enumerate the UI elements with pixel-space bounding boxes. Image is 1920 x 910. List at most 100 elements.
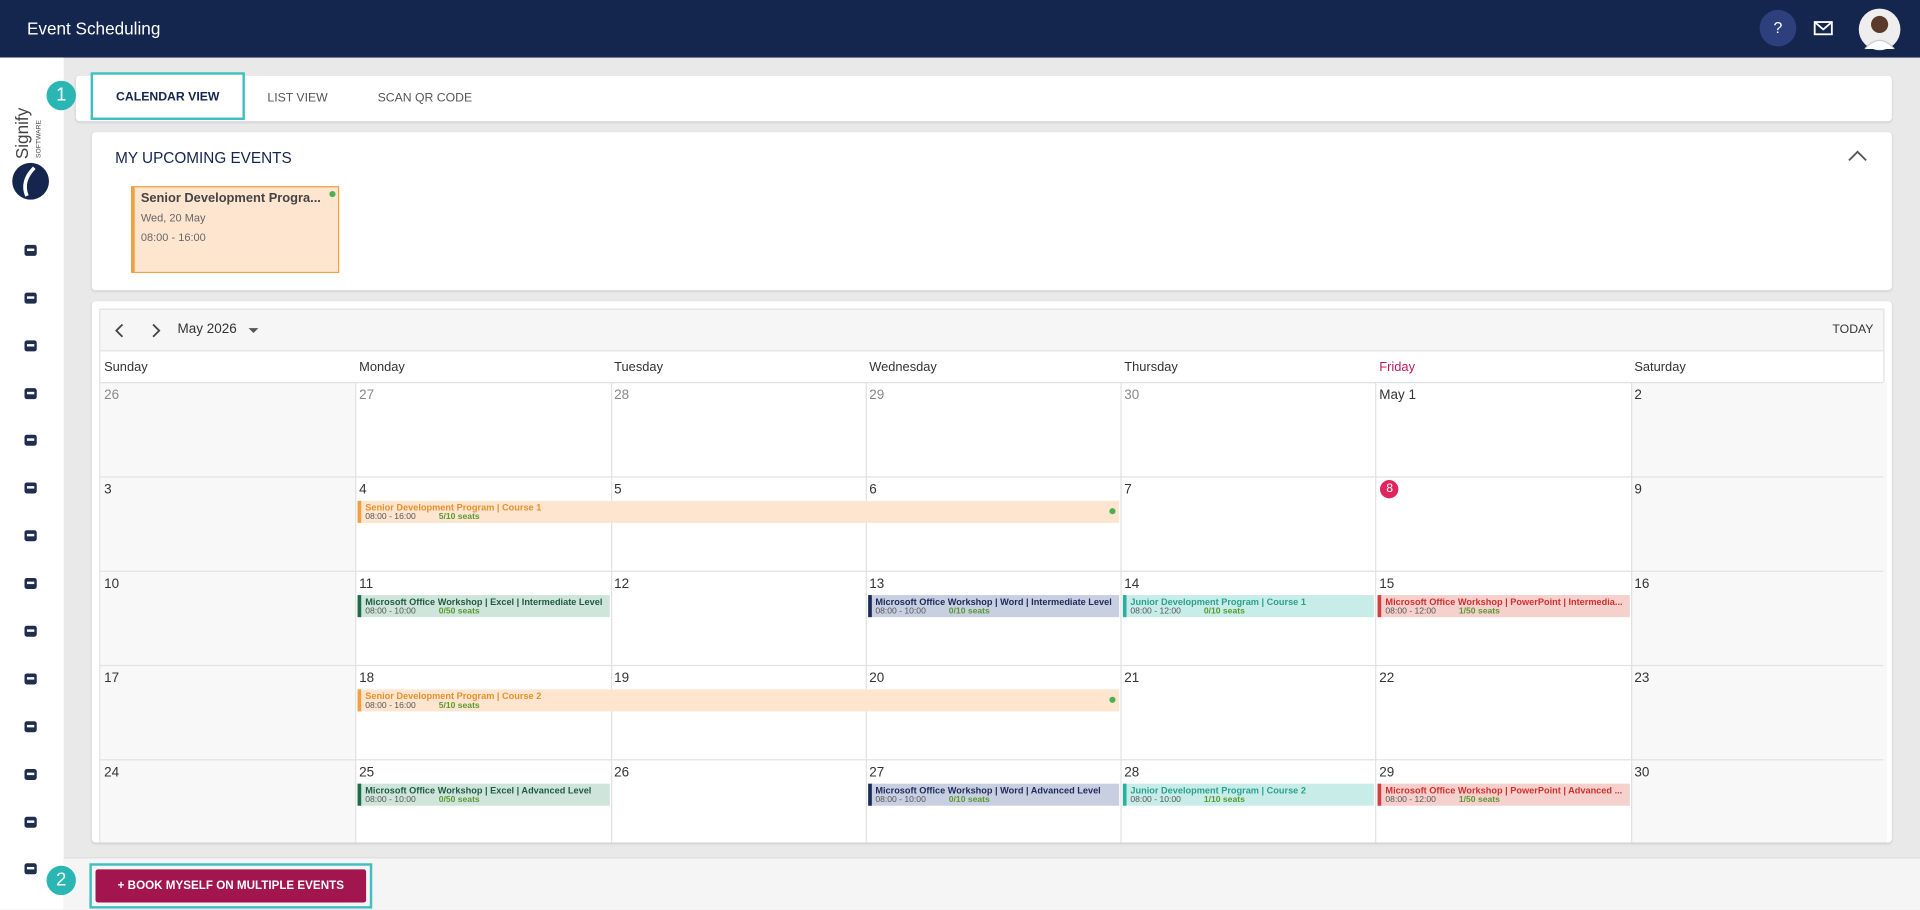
nav-icon[interactable] xyxy=(24,625,37,637)
day-number: 9 xyxy=(1634,482,1642,498)
day-number: 30 xyxy=(1124,388,1140,403)
calendar-toolbar: May 2026 TODAY xyxy=(99,308,1885,352)
nav-icon[interactable] xyxy=(24,340,37,352)
day-number: 29 xyxy=(869,388,885,403)
nav-icon[interactable] xyxy=(24,530,37,542)
event-title: Junior Development Program | Course 1 xyxy=(1130,596,1306,608)
status-dot xyxy=(1109,508,1116,515)
event-card[interactable]: Senior Development Progra... Wed, 20 May… xyxy=(131,186,340,274)
sidebar: Signify SOFTWARE xyxy=(0,57,64,910)
weekday-header: Friday xyxy=(1379,360,1416,375)
tab[interactable]: SCAN QR CODE xyxy=(377,91,473,106)
week-divider xyxy=(100,476,1884,478)
calendar-event[interactable]: Senior Development Program | Course 1 08:… xyxy=(357,500,1120,523)
day-number: 15 xyxy=(1379,576,1395,592)
nav-icon[interactable] xyxy=(24,816,37,828)
avatar[interactable] xyxy=(1858,7,1902,51)
day-number: 2 xyxy=(1634,388,1642,403)
day-number: 21 xyxy=(1124,671,1140,686)
today-button[interactable]: TODAY xyxy=(1832,323,1874,337)
nav-icon[interactable] xyxy=(24,482,37,494)
tab-bar: CALENDAR VIEW LIST VIEW SCAN QR CODE xyxy=(75,72,1892,122)
tab[interactable]: CALENDAR VIEW xyxy=(90,72,245,121)
day-number: 30 xyxy=(1634,765,1650,781)
app-title: Event Scheduling xyxy=(26,18,161,38)
day-number: 24 xyxy=(104,765,120,781)
nav-icon[interactable] xyxy=(24,721,37,733)
nav-icon[interactable] xyxy=(24,244,37,256)
day-number: 28 xyxy=(1124,765,1140,781)
nav-icon[interactable] xyxy=(24,292,37,304)
tab[interactable]: LIST VIEW xyxy=(267,91,328,106)
event-title: Microsoft Office Workshop | Excel | Inte… xyxy=(365,596,603,608)
nav-icon[interactable] xyxy=(24,388,37,400)
event-time: 08:00 - 16:00 xyxy=(140,231,206,244)
day-column xyxy=(1630,382,1887,843)
event-meta: 08:00 - 10:00 0/50 seats xyxy=(365,607,609,617)
day-number: 19 xyxy=(614,671,630,686)
event-title: Microsoft Office Workshop | PowerPoint |… xyxy=(1385,596,1623,608)
calendar-event[interactable]: Microsoft Office Workshop | Excel | Inte… xyxy=(357,595,610,618)
calendar-event[interactable]: Microsoft Office Workshop | Word | Advan… xyxy=(867,783,1120,806)
day-number: 5 xyxy=(614,482,622,498)
event-time: 08:00 - 10:00 xyxy=(365,795,416,805)
calendar-event[interactable]: Microsoft Office Workshop | Word | Inter… xyxy=(867,595,1120,618)
day-number: 28 xyxy=(614,388,630,403)
day-column xyxy=(610,382,867,843)
weekday-header: Wednesday xyxy=(869,360,937,375)
day-number: 4 xyxy=(359,482,367,498)
calendar-event[interactable]: Microsoft Office Workshop | Excel | Adva… xyxy=(357,783,610,806)
day-number: 18 xyxy=(359,671,375,686)
calendar-event[interactable]: Microsoft Office Workshop | PowerPoint |… xyxy=(1378,595,1630,618)
month-label[interactable]: May 2026 xyxy=(177,322,237,337)
weekday-header: Saturday xyxy=(1634,360,1686,375)
event-time: 08:00 - 10:00 xyxy=(1130,795,1181,805)
day-number: 13 xyxy=(869,576,885,592)
day-number: May 1 xyxy=(1379,388,1416,403)
nav-icon[interactable] xyxy=(24,863,37,875)
calendar-event[interactable]: Microsoft Office Workshop | PowerPoint |… xyxy=(1378,783,1630,806)
messages-icon[interactable] xyxy=(1812,18,1834,38)
day-number: 10 xyxy=(104,576,120,592)
collapse-icon[interactable] xyxy=(1848,149,1868,162)
month-dropdown[interactable] xyxy=(247,327,259,334)
status-dot xyxy=(329,191,336,198)
day-number: 27 xyxy=(359,388,375,403)
weekday-header: Sunday xyxy=(104,360,148,375)
event-seats: 5/10 seats xyxy=(438,513,480,522)
day-number: 11 xyxy=(359,576,374,592)
event-title: Junior Development Program | Course 2 xyxy=(1130,784,1306,796)
day-number: 20 xyxy=(869,671,885,686)
event-time: 08:00 - 12:00 xyxy=(1385,607,1436,616)
day-number: 12 xyxy=(614,576,630,592)
event-time: 08:00 - 12:00 xyxy=(1385,795,1436,805)
day-number: 14 xyxy=(1124,576,1140,592)
nav-icon[interactable] xyxy=(24,768,37,781)
day-number: 27 xyxy=(869,765,885,781)
month-nav[interactable] xyxy=(113,322,162,339)
nav-icon[interactable] xyxy=(24,434,37,446)
event-seats: 5/10 seats xyxy=(438,701,480,711)
nav-icon[interactable] xyxy=(24,577,37,589)
calendar-event[interactable]: Senior Development Program | Course 2 08:… xyxy=(357,689,1120,712)
week-divider xyxy=(100,570,1884,572)
day-number: 7 xyxy=(1124,482,1132,498)
status-dot xyxy=(1109,696,1116,703)
event-time: 08:00 - 16:00 xyxy=(365,513,416,522)
day-number: 26 xyxy=(614,765,630,781)
day-column xyxy=(100,382,356,843)
book-multiple-button[interactable]: + BOOK MYSELF ON MULTIPLE EVENTS xyxy=(95,869,367,903)
help-button[interactable]: ? xyxy=(1759,9,1797,47)
action-bar xyxy=(63,857,1920,910)
day-number: 23 xyxy=(1634,671,1650,686)
event-seats: 1/10 seats xyxy=(1203,795,1245,805)
calendar-event[interactable]: Junior Development Program | Course 1 08:… xyxy=(1123,595,1375,618)
event-seats: 1/50 seats xyxy=(1458,795,1500,805)
calendar-event[interactable]: Junior Development Program | Course 2 08:… xyxy=(1123,783,1375,806)
nav-icons xyxy=(24,244,37,875)
day-number: 22 xyxy=(1379,671,1395,686)
event-title: Microsoft Office Workshop | PowerPoint |… xyxy=(1385,784,1623,796)
nav-icon[interactable] xyxy=(24,673,37,685)
